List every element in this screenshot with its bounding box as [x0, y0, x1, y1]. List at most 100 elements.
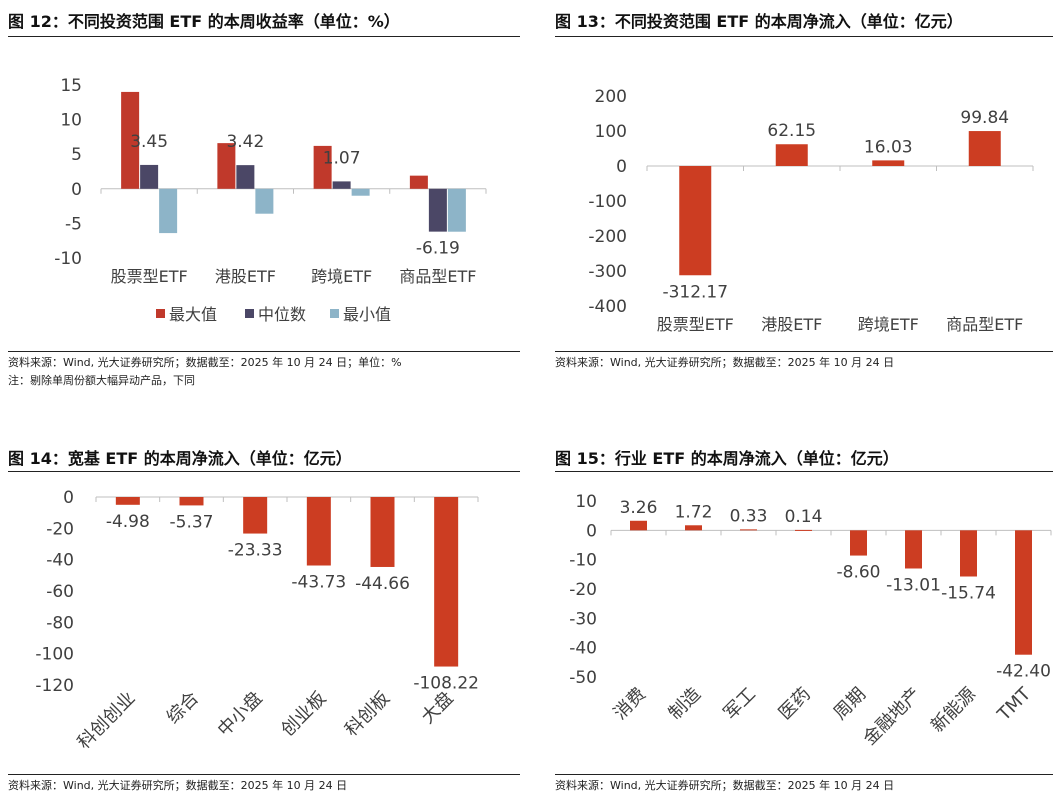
bar: [775, 144, 808, 166]
data-label: -6.19: [416, 239, 460, 259]
x-category-label: 股票型ETF: [111, 267, 188, 286]
bar-median: [140, 164, 159, 189]
y-tick-label: -5: [65, 214, 82, 234]
bar: [243, 497, 268, 534]
y-tick-label: 5: [71, 145, 82, 165]
y-tick-label: -60: [46, 582, 74, 602]
data-label: 0.14: [785, 507, 823, 527]
x-category-label: 港股ETF: [761, 315, 822, 334]
chart-12-svg: 15 10 5 0 -5 -10 3.45 3.42 1.07 -6.19 股票型ETF 港股ETF 跨…: [54, 76, 487, 324]
x-category-label: 新能源: [927, 684, 980, 737]
footer-rule: [555, 774, 1053, 775]
bar: [960, 530, 977, 577]
y-tick-label: 0: [586, 521, 597, 541]
y-tick-label: 100: [595, 122, 627, 142]
bar: [679, 166, 712, 276]
data-label: -44.66: [355, 574, 410, 594]
bar-median: [428, 188, 447, 232]
x-category-label: 商品型ETF: [946, 315, 1023, 334]
data-label: 3.26: [620, 498, 658, 518]
title-rule: [8, 36, 520, 37]
x-category-label: 周期: [830, 684, 870, 724]
source-note: 资料来源：Wind, 光大证券研究所；数据截至：2025 年 10 月 24 日: [8, 779, 348, 792]
title-rule: [555, 471, 1053, 472]
bar: [905, 530, 922, 569]
y-tick-label: -300: [588, 262, 627, 282]
x-category-label: 医药: [775, 684, 815, 724]
x-category-label: 商品型ETF: [399, 267, 476, 286]
bar: [115, 497, 140, 505]
bar: [795, 529, 812, 531]
bar-median: [236, 165, 255, 189]
y-tick-label: -10: [54, 249, 82, 269]
y-tick-label: -200: [588, 227, 627, 247]
y-tick-label: 10: [60, 111, 82, 131]
y-tick-label: -100: [588, 192, 627, 212]
chart-title: 图 12：不同投资范围 ETF 的本周收益率（单位：%）: [8, 12, 400, 31]
bar: [370, 497, 395, 567]
title-rule: [8, 471, 520, 472]
x-category-label: 综合: [163, 688, 203, 728]
y-tick-label: -120: [35, 676, 74, 696]
data-label: -312.17: [662, 282, 728, 302]
y-tick-label: 10: [575, 492, 597, 512]
data-label: 3.42: [226, 132, 264, 152]
legend-label: 最大值: [169, 305, 217, 324]
bar: [306, 497, 331, 566]
y-tick-label: -40: [46, 551, 74, 571]
legend-swatch: [245, 309, 254, 318]
footer-rule: [8, 351, 520, 352]
legend-swatch: [156, 309, 165, 318]
x-category-label: TMT: [993, 683, 1036, 726]
data-label: -13.01: [886, 575, 941, 595]
data-label: 1.72: [675, 502, 713, 522]
y-tick-label: 0: [616, 157, 627, 177]
bar: [850, 530, 867, 556]
x-category-label: 创业板: [277, 688, 330, 741]
chart-panel-15: 图 15：行业 ETF 的本周净流入（单位：亿元） 10 0 -10 -20 -30 -4…: [555, 445, 1053, 797]
data-label: -42.40: [996, 662, 1051, 682]
bar-median: [332, 181, 351, 189]
chart-14-svg: 0 -20 -40 -60 -80 -100 -120 -4.98 科创创业 -5.37 综合 -23…: [35, 488, 479, 754]
x-category-label: 军工: [720, 684, 760, 724]
y-tick-label: 0: [63, 488, 74, 508]
bar: [434, 497, 459, 667]
data-label: -43.73: [291, 573, 346, 593]
bar-max: [313, 145, 332, 189]
chart-panel-12: 图 12：不同投资范围 ETF 的本周收益率（单位：%） 15 10 5 0 -5 -10…: [8, 8, 520, 393]
footer-rule: [8, 774, 520, 775]
footnote: 注：剔除单周份额大幅异动产品，下同: [8, 374, 195, 387]
chart-title: 图 13：不同投资范围 ETF 的本周净流入（单位：亿元）: [555, 12, 963, 31]
data-label: -4.98: [106, 512, 150, 532]
bar: [872, 160, 905, 166]
data-label: 16.03: [864, 137, 913, 157]
y-tick-label: -100: [35, 645, 74, 665]
source-note: 资料来源：Wind, 光大证券研究所；数据截至：2025 年 10 月 24 日…: [8, 356, 402, 369]
x-category-label: 大盘: [417, 688, 457, 728]
y-tick-label: -50: [569, 668, 597, 688]
bar-min: [159, 188, 178, 234]
x-category-label: 科创板: [341, 688, 394, 741]
y-tick-label: -40: [569, 639, 597, 659]
x-category-label: 港股ETF: [215, 267, 276, 286]
legend-swatch: [330, 309, 339, 318]
title-rule: [555, 36, 1053, 37]
chart-panel-14: 图 14：宽基 ETF 的本周净流入（单位：亿元） 0 -20 -40 -60 -80 -…: [8, 445, 520, 797]
legend-label: 最小值: [343, 305, 391, 324]
y-tick-label: 200: [595, 87, 627, 107]
chart-15-svg: 10 0 -10 -20 -30 -40 -50 3.26 消费 1.72 制造 0.33 军工 0.14…: [569, 492, 1052, 750]
bar: [685, 525, 702, 531]
y-tick-label: 0: [71, 180, 82, 200]
bar: [179, 497, 204, 506]
y-tick-label: -10: [569, 551, 597, 571]
data-label: 1.07: [323, 148, 361, 168]
data-label: 99.84: [960, 108, 1009, 128]
y-tick-label: -400: [588, 297, 627, 317]
chart-panel-13: 图 13：不同投资范围 ETF 的本周净流入（单位：亿元） 200 100 0 -10…: [555, 8, 1053, 393]
chart-13-svg: 200 100 0 -100 -200 -300 -400 -312.17 股票型ETF 62.1…: [588, 87, 1034, 334]
bar-max: [409, 175, 428, 189]
data-label: -15.74: [941, 584, 996, 604]
data-label: -23.33: [228, 541, 283, 561]
x-category-label: 科创创业: [74, 688, 140, 754]
x-category-label: 金融地产: [859, 684, 925, 750]
